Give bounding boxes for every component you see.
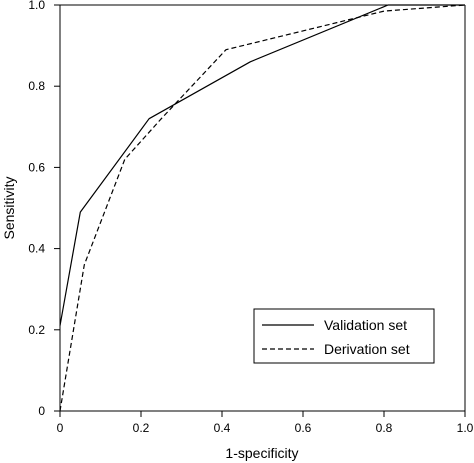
legend-box <box>253 308 435 364</box>
legend: Validation set Derivation set <box>253 308 435 364</box>
series-line-derivation-set <box>59 4 466 412</box>
y-axis-title: Sensitivity <box>1 176 17 239</box>
series-layer <box>59 4 466 412</box>
x-tick-label: 0.2 <box>133 421 150 435</box>
y-tick-label: 1.0 <box>28 0 45 12</box>
x-tick-label: 0.6 <box>295 421 312 435</box>
x-tick-label: 0.4 <box>214 421 231 435</box>
plot-frame <box>59 4 466 412</box>
x-tick-label: 0 <box>57 421 64 435</box>
x-ticks: 0 0.2 0.4 0.6 0.8 1.0 <box>57 411 474 435</box>
y-tick-label: 0.8 <box>28 79 45 93</box>
legend-label-derivation-set: Derivation set <box>324 341 410 357</box>
y-tick-label: 0.2 <box>28 323 45 337</box>
y-tick-label: 0 <box>38 404 45 418</box>
x-tick-label: 0.8 <box>376 421 393 435</box>
x-tick-label: 1.0 <box>457 421 474 435</box>
series-line-validation-set <box>59 4 465 326</box>
y-tick-label: 0.4 <box>28 242 45 256</box>
y-ticks: 0 0.2 0.4 0.6 0.8 1.0 <box>28 0 60 418</box>
y-tick-label: 0.6 <box>28 160 45 174</box>
legend-label-validation-set: Validation set <box>324 317 407 333</box>
x-axis-title: 1-specificity <box>225 445 298 461</box>
